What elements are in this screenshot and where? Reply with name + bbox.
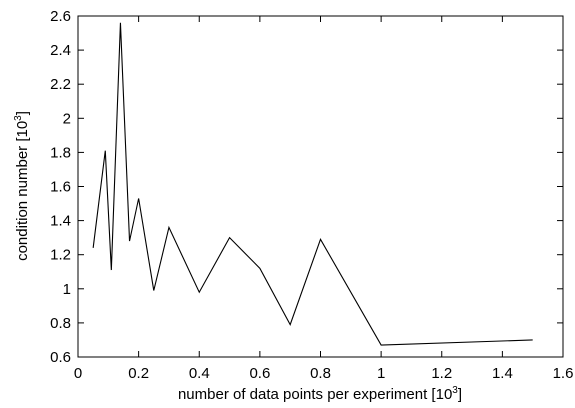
y-tick-label: 2.4 (50, 42, 71, 59)
y-axis-label-suffix: ] (14, 111, 31, 115)
data-points (93, 22, 533, 346)
y-tick-label: 1.2 (50, 247, 71, 264)
x-tick-label: 0.2 (128, 365, 149, 382)
x-tick-label: 1.4 (492, 365, 513, 382)
y-axis-label-exponent: 3 (13, 115, 24, 121)
x-tick-label: 0 (74, 365, 82, 382)
x-tick-label: 1.2 (431, 365, 452, 382)
series-line (92, 22, 533, 346)
x-tick-label: 0.6 (249, 365, 270, 382)
y-axis-ticks: 0.6 0.8 1 1.2 1.4 1.6 1.8 2 2.2 2.4 2.6 (50, 8, 563, 366)
x-axis-label-text: number of data points per experiment [10 (178, 386, 452, 403)
y-tick-label: 2.6 (50, 8, 71, 25)
x-tick-label: 1.6 (553, 365, 574, 382)
y-tick-label: 2.2 (50, 76, 71, 93)
plot-frame (77, 15, 564, 358)
x-tick-label: 0.8 (310, 365, 331, 382)
x-axis-label-exponent: 3 (452, 385, 458, 396)
y-tick-label: 0.6 (50, 349, 71, 366)
x-axis-label: number of data points per experiment [10… (178, 385, 462, 403)
y-tick-label: 1 (63, 281, 71, 298)
y-axis-label-text: condition number [10 (14, 121, 31, 261)
x-tick-label: 0.4 (189, 365, 210, 382)
y-tick-label: 2 (63, 110, 71, 127)
x-tick-label: 1 (377, 365, 385, 382)
y-tick-label: 1.6 (50, 179, 71, 196)
y-tick-label: 1.8 (50, 144, 71, 161)
y-tick-label: 1.4 (50, 213, 71, 230)
x-axis-label-suffix: ] (458, 386, 462, 403)
x-axis-ticks: 0 0.2 0.4 0.6 0.8 1 1.2 1.4 1.6 (74, 16, 574, 382)
y-axis-label: condition number [103] (13, 111, 31, 261)
y-tick-label: 0.8 (50, 315, 71, 332)
